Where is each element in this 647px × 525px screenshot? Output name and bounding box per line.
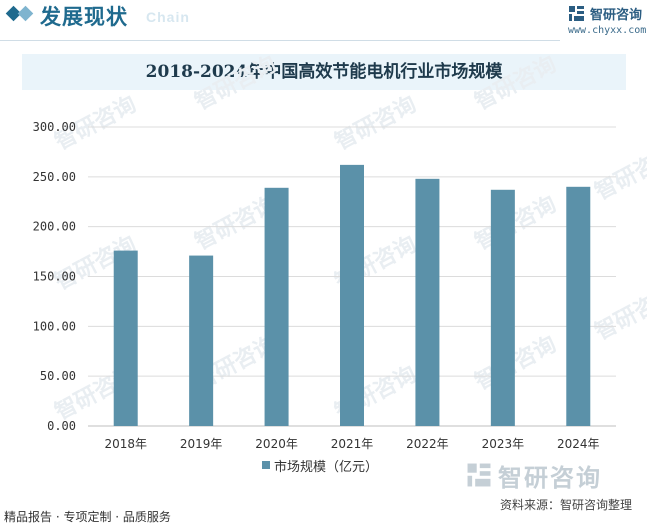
x-tick-label: 2022年	[406, 437, 449, 451]
y-axis-ticks: 0.00 50.00 100.00 150.00 200.00 250.00 300.00	[33, 120, 76, 433]
legend-label: 市场规模（亿元）	[274, 460, 379, 475]
section-subtitle: Chain	[146, 9, 190, 25]
chart-title-band: 2018-2024年中国高效节能电机行业市场规模	[22, 54, 626, 90]
bar	[264, 187, 289, 426]
watermark-text: 智研咨询	[471, 51, 561, 115]
x-tick-label: 2023年	[482, 437, 525, 451]
y-tick-label: 250.00	[33, 170, 76, 184]
y-tick-label: 0.00	[47, 419, 76, 433]
y-tick-label: 50.00	[40, 369, 76, 383]
bar	[566, 186, 591, 426]
x-tick-label: 2019年	[180, 437, 223, 451]
footer-brand-logo-icon	[467, 463, 491, 487]
watermark-text: 智研咨询	[331, 91, 421, 155]
y-tick-label: 150.00	[33, 270, 76, 284]
x-axis-ticks: 2018年 2019年 2020年 2021年 2022年 2023年 2024年	[104, 437, 599, 451]
y-tick-label: 300.00	[33, 120, 76, 134]
bar	[189, 255, 214, 426]
x-tick-label: 2020年	[255, 437, 298, 451]
watermark-text: 智研咨询	[591, 141, 647, 205]
x-tick-label: 2021年	[331, 437, 374, 451]
x-tick-label: 2018年	[104, 437, 147, 451]
watermark-text: 智研咨询	[191, 51, 281, 115]
watermark-text: 智研咨询	[471, 331, 561, 395]
bar	[113, 250, 138, 426]
watermark-text: 智研咨询	[591, 281, 647, 345]
brand-url: www.chyxx.com	[568, 25, 647, 36]
watermark-text: 智研咨询	[471, 191, 561, 255]
y-tick-label: 100.00	[33, 319, 76, 333]
page-header: 发展现状 Chain 智研咨询 www.chyxx.com	[0, 0, 647, 44]
brand-logo-icon	[569, 6, 584, 21]
bars	[113, 164, 591, 426]
section-title: 发展现状	[40, 4, 128, 29]
y-tick-label: 200.00	[33, 220, 76, 234]
bar	[490, 189, 515, 426]
brand-name: 智研咨询	[590, 8, 643, 23]
services-tagline: 精品报告 · 专项定制 · 品质服务	[4, 510, 171, 524]
legend-swatch	[262, 461, 270, 469]
bottom-bar: 精品报告 · 专项定制 · 品质服务	[0, 508, 647, 524]
chart-title: 2018-2024年中国高效节能电机行业市场规模	[145, 62, 503, 82]
footer-brand-name: 智研咨询	[498, 464, 602, 492]
x-tick-label: 2024年	[557, 437, 600, 451]
header-divider	[0, 40, 560, 41]
source-note: 资料来源：智研咨询整理	[500, 498, 633, 512]
bar	[340, 164, 364, 426]
bar	[415, 178, 440, 426]
